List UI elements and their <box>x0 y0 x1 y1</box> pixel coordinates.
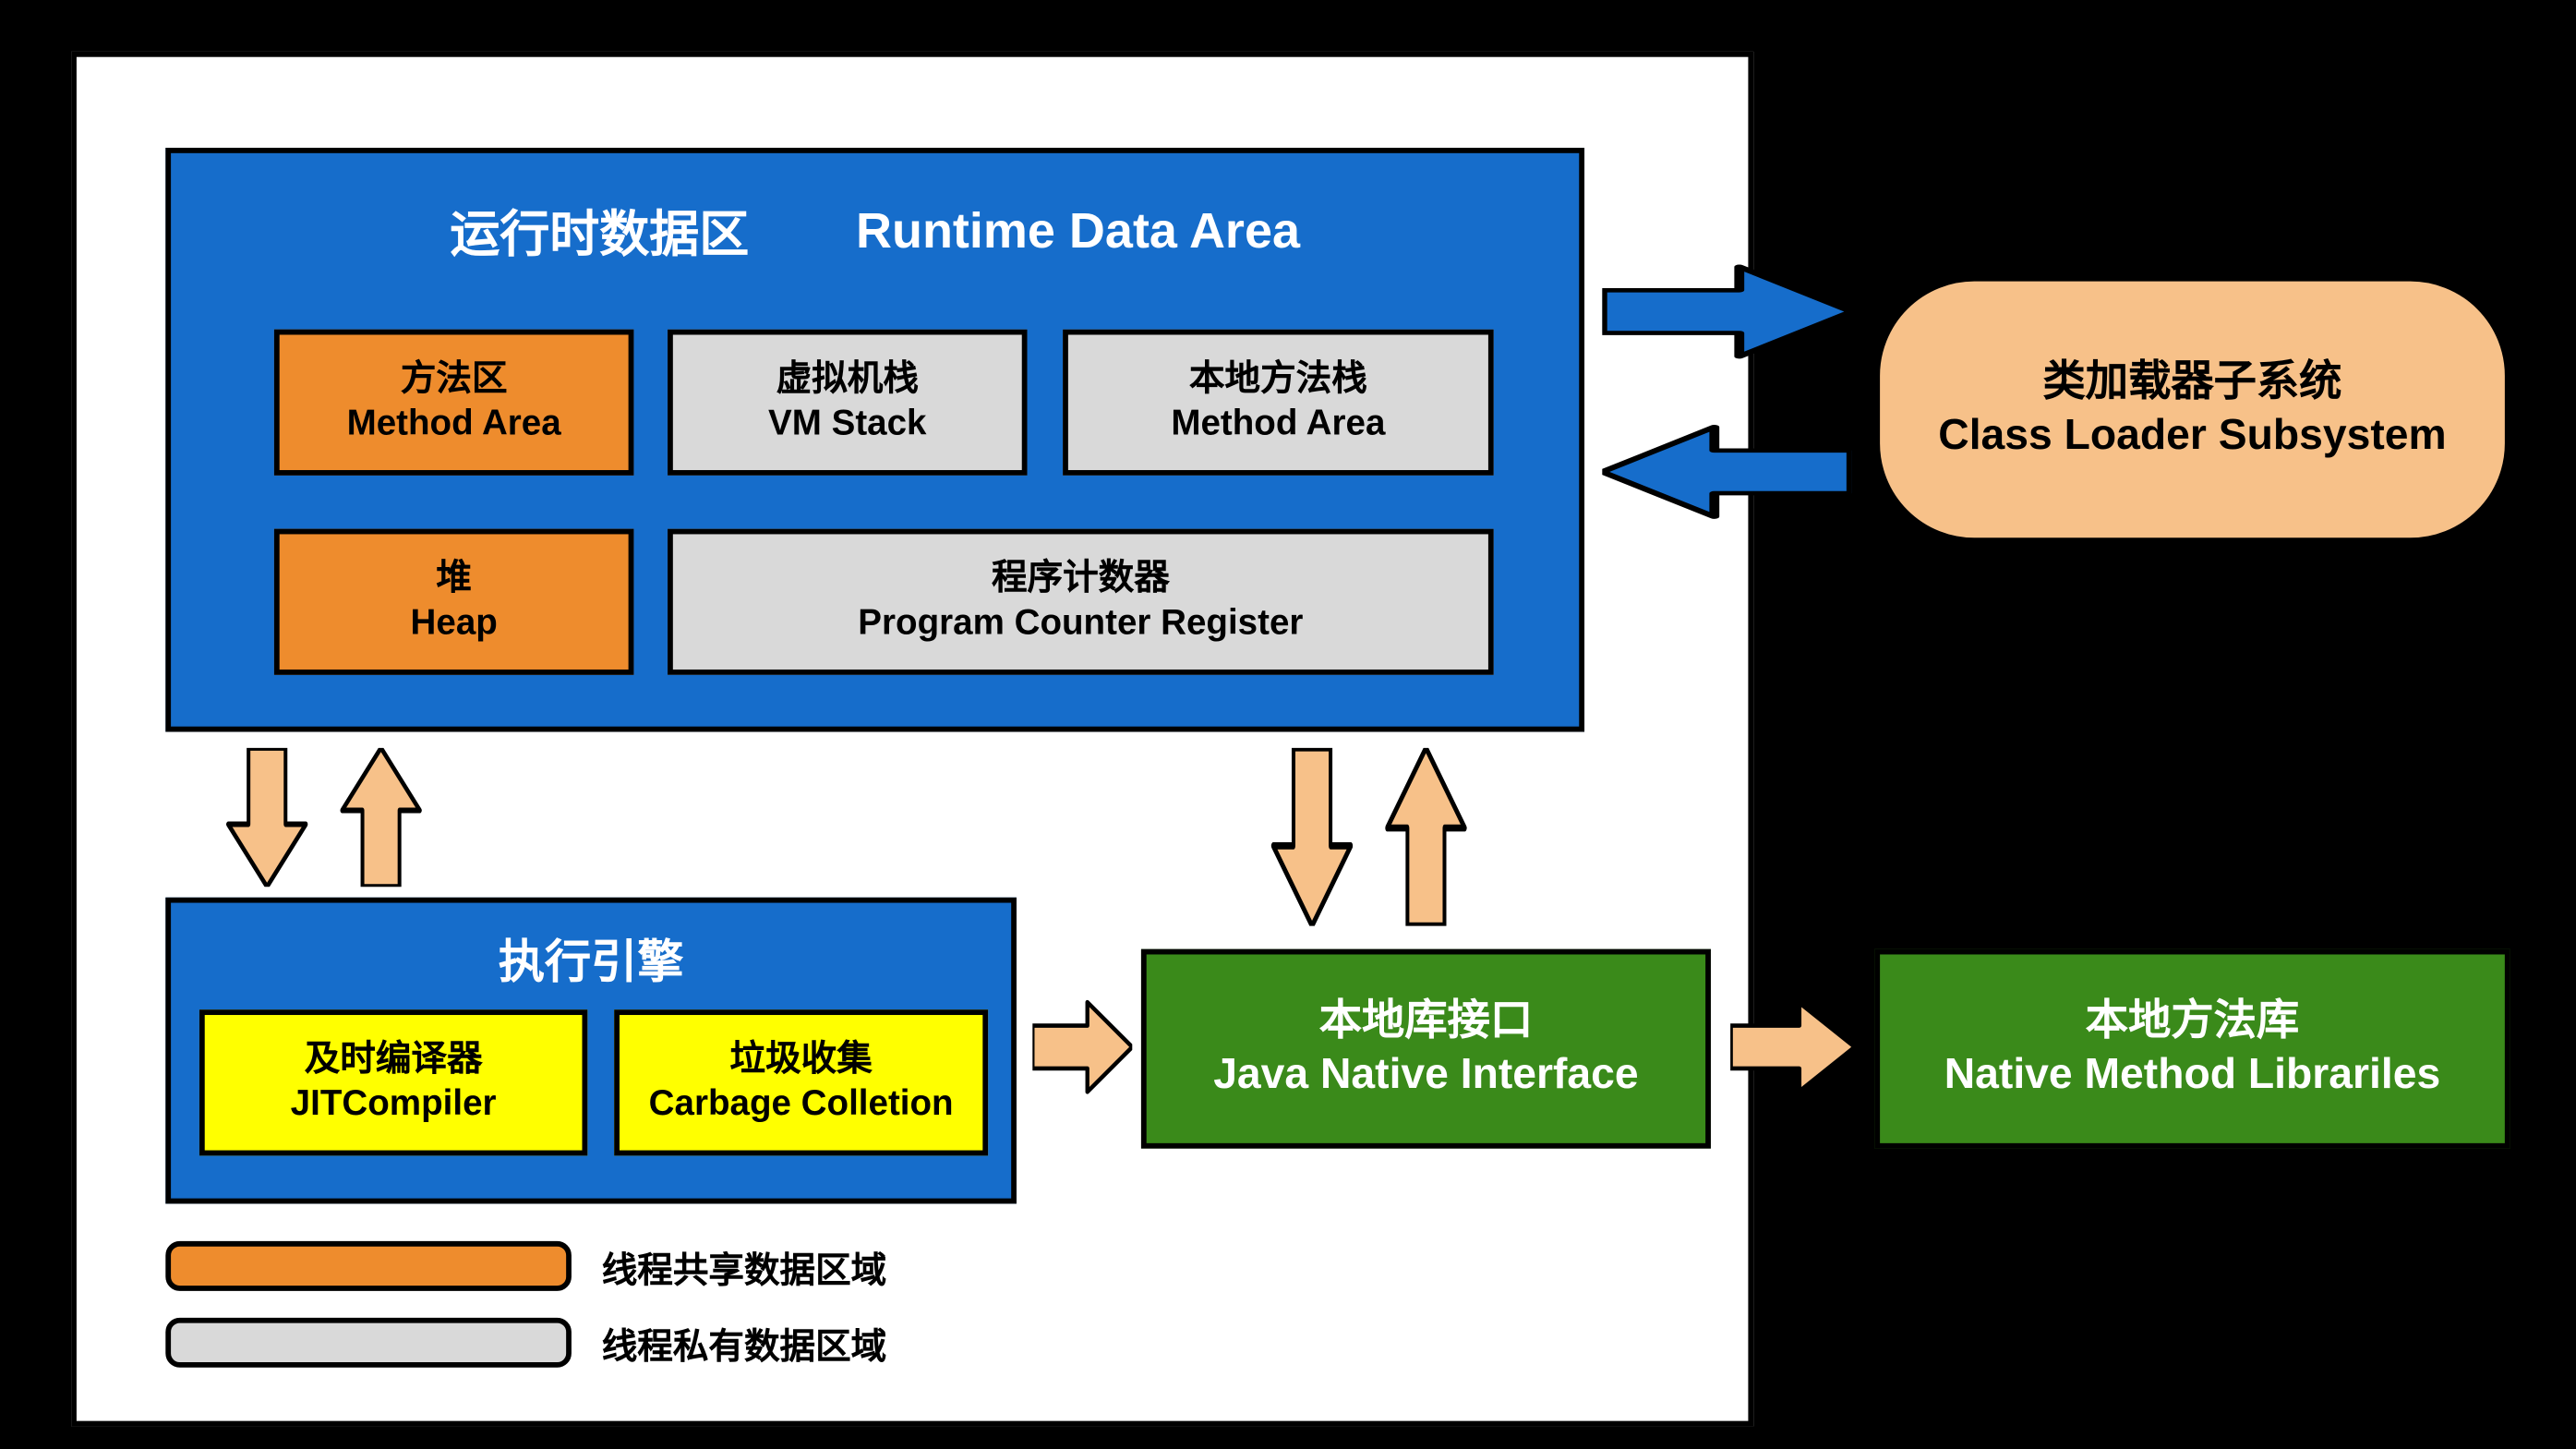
vm-stack-box: 虚拟机栈 VM Stack <box>668 330 1027 476</box>
jit-compiler-box: 及时编译器 JITCompiler <box>199 1009 587 1155</box>
pc-register-en: Program Counter Register <box>858 602 1303 646</box>
pc-register-box: 程序计数器 Program Counter Register <box>668 529 1494 675</box>
heap-cn: 堆 <box>436 558 472 602</box>
native-method-cn: 本地方法栈 <box>1189 358 1367 403</box>
pc-register-cn: 程序计数器 <box>992 558 1170 602</box>
legend-shared-label: 线程共享数据区域 <box>602 1241 887 1293</box>
arrow-rda-to-exec-down-icon <box>221 748 313 887</box>
native-method-en: Method Area <box>1171 403 1385 447</box>
class-loader-subsystem-box: 类加载器子系统 Class Loader Subsystem <box>1874 276 2510 543</box>
rda-title-cn: 运行时数据区 <box>450 196 749 267</box>
arrow-exec-to-jni-icon <box>1032 994 1132 1101</box>
vm-stack-en: VM Stack <box>768 403 926 447</box>
heap-box: 堆 Heap <box>274 529 633 675</box>
rda-title-en: Runtime Data Area <box>856 203 1300 260</box>
jit-cn: 及时编译器 <box>305 1038 483 1082</box>
vm-stack-cn: 虚拟机栈 <box>776 358 919 403</box>
jni-cn: 本地库接口 <box>1319 996 1533 1049</box>
runtime-data-area-title: 运行时数据区 Runtime Data Area <box>165 178 1584 285</box>
nativelibs-en: Native Method Librariles <box>1944 1049 2440 1103</box>
legend-shared-swatch <box>165 1241 572 1291</box>
arrow-rda-to-jni-down-icon <box>1266 748 1358 926</box>
arrow-rda-to-classloader-icon <box>1602 259 1851 366</box>
legend-private-swatch <box>165 1318 572 1368</box>
heap-en: Heap <box>411 602 498 646</box>
gc-en: Carbage Colletion <box>649 1082 954 1127</box>
legend-private-label: 线程私有数据区域 <box>602 1318 887 1370</box>
classloader-cn: 类加载器子系统 <box>2043 356 2342 410</box>
jni-en: Java Native Interface <box>1213 1049 1638 1103</box>
gc-cn: 垃圾收集 <box>730 1038 873 1082</box>
classloader-en: Class Loader Subsystem <box>1938 409 2446 463</box>
method-area-cn: 方法区 <box>401 358 508 403</box>
native-method-libraries-box: 本地方法库 Native Method Librariles <box>1874 949 2510 1149</box>
method-area-box: 方法区 Method Area <box>274 330 633 476</box>
native-method-stack-box: 本地方法栈 Method Area <box>1063 330 1494 476</box>
exec-title-text: 执行引擎 <box>499 925 684 991</box>
arrow-exec-to-rda-up-icon <box>334 748 427 887</box>
execution-engine-title: 执行引擎 <box>165 915 1017 1001</box>
arrow-classloader-to-rda-icon <box>1602 418 1851 525</box>
method-area-en: Method Area <box>347 403 561 447</box>
arrow-jni-to-rda-up-icon <box>1379 748 1472 926</box>
jni-box: 本地库接口 Java Native Interface <box>1141 949 1711 1149</box>
jit-en: JITCompiler <box>291 1082 497 1127</box>
nativelibs-cn: 本地方法库 <box>2086 996 2299 1049</box>
arrow-jni-to-libs-icon <box>1730 994 1855 1101</box>
garbage-collection-box: 垃圾收集 Carbage Colletion <box>614 1009 988 1155</box>
